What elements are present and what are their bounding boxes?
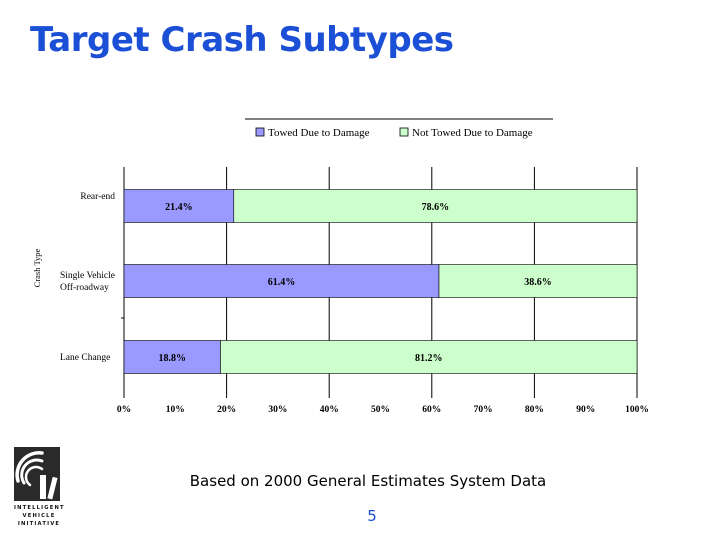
- logo-text-line3: INITIATIVE: [17, 521, 61, 527]
- chart-x-tick-labels: 0% 10% 20% 30% 40% 50% 60% 70% 80% 90% 100%: [117, 405, 649, 415]
- slide-title: Target Crash Subtypes: [30, 20, 454, 60]
- chart-data-labels: 21.4% 78.6% 61.4% 38.6% 18.8% 81.2%: [158, 202, 551, 364]
- crash-subtype-chart: Towed Due to Damage Not Towed Due to Dama…: [32, 118, 649, 415]
- x-tick-label: 50%: [371, 405, 390, 415]
- bar-towed: [123, 264, 440, 298]
- legend-label: Towed Due to Damage: [268, 127, 370, 139]
- category-label: Lane Change: [60, 353, 110, 363]
- bar-data-label: 81.2%: [415, 353, 443, 364]
- logo-text-line2: VEHICLE: [22, 513, 56, 519]
- bar-data-label: 61.4%: [268, 277, 296, 288]
- x-tick-label: 60%: [422, 405, 441, 415]
- legend-label: Not Towed Due to Damage: [412, 127, 533, 139]
- intelligent-vehicle-initiative-logo: INTELLIGENT VEHICLE INITIATIVE: [14, 447, 64, 529]
- bar-not-towed: [438, 264, 638, 298]
- chart-legend: Towed Due to Damage Not Towed Due to Dama…: [245, 118, 553, 139]
- bar-towed: [123, 340, 221, 374]
- x-tick-label: 20%: [217, 405, 236, 415]
- logo-text-line1: INTELLIGENT: [14, 505, 65, 511]
- y-axis-label: Crash Type: [32, 248, 42, 287]
- x-tick-label: 0%: [117, 405, 131, 415]
- slide-caption: Based on 2000 General Estimates System D…: [189, 472, 547, 490]
- page-number: 5: [367, 507, 377, 525]
- bar-data-label: 38.6%: [524, 277, 552, 288]
- bar-data-label: 21.4%: [165, 202, 193, 213]
- x-tick-label: 30%: [268, 405, 287, 415]
- x-tick-label: 40%: [320, 405, 339, 415]
- category-label: Rear-end: [80, 192, 115, 202]
- legend-swatch: [399, 127, 409, 137]
- x-tick-label: 90%: [576, 405, 595, 415]
- legend-swatch: [255, 127, 265, 137]
- x-tick-label: 80%: [525, 405, 544, 415]
- bar-not-towed: [220, 340, 638, 374]
- bar-not-towed: [233, 189, 638, 223]
- x-tick-label: 100%: [625, 405, 649, 415]
- logo-emblem-icon: [14, 447, 60, 501]
- x-tick-label: 70%: [474, 405, 493, 415]
- bar-data-label: 18.8%: [158, 353, 186, 364]
- bar-towed: [123, 189, 235, 223]
- chart-bars: [123, 189, 638, 374]
- bar-data-label: 78.6%: [422, 202, 450, 213]
- category-label: Off-roadway: [60, 282, 109, 293]
- x-tick-label: 10%: [166, 405, 185, 415]
- category-label: Single Vehicle: [60, 271, 115, 281]
